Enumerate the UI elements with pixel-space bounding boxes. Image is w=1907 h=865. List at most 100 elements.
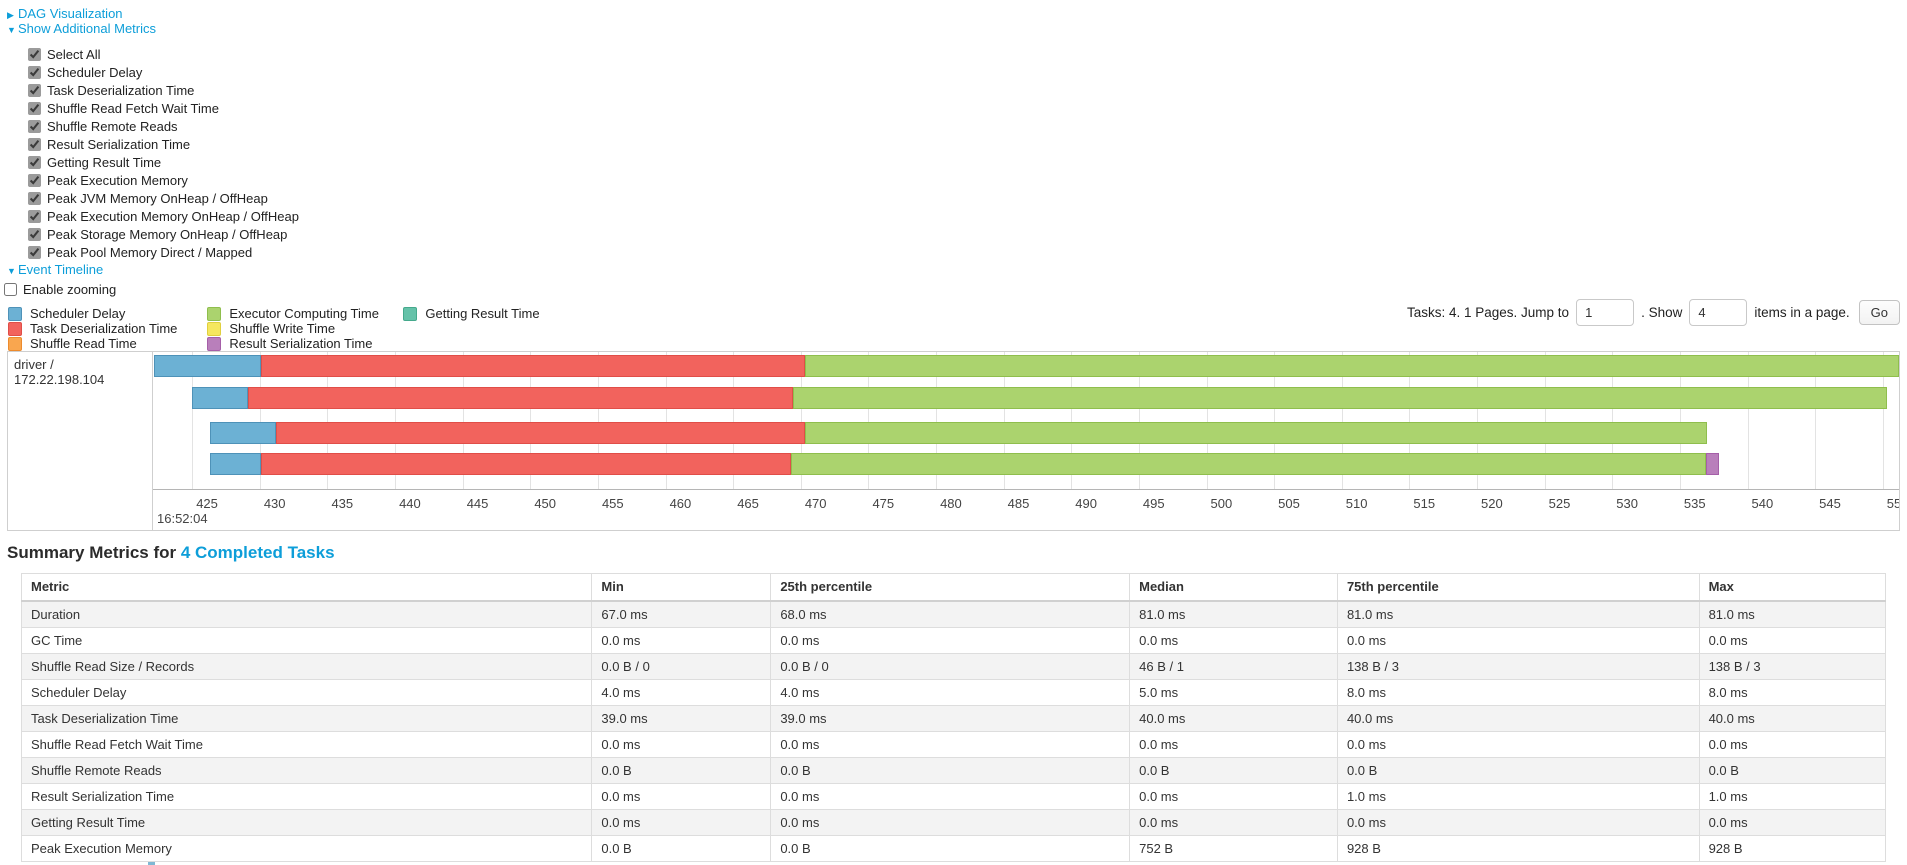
metric-checkbox-label: Shuffle Read Fetch Wait Time [47, 100, 219, 116]
metric-checkbox-row: Select All [28, 45, 299, 63]
timeline-bar-segment-scheduler-delay[interactable] [154, 355, 262, 377]
axis-tick-label: 535 [1683, 496, 1706, 511]
show-additional-metrics-label: Show Additional Metrics [18, 21, 157, 36]
table-row: Peak Execution Memory 0.0 B 0.0 B 752 B 928 … [20, 834, 1887, 862]
axis-tick-label: 480 [940, 496, 962, 511]
pagination-show-text: . Show [1641, 304, 1683, 320]
timeline-gridline [800, 352, 802, 489]
timeline-bar-segment-scheduler-delay[interactable] [209, 422, 277, 444]
metric-value-cell: 68.0 ms [770, 600, 1131, 628]
metric-checkbox-row: Getting Result Time [28, 153, 299, 171]
metric-checkbox-label: Peak Execution Memory [47, 172, 188, 188]
jump-to-page-input[interactable] [1576, 298, 1635, 326]
metric-checkbox-label: Getting Result Time [47, 154, 162, 170]
axis-tick-label: 550 [1886, 496, 1899, 511]
timeline-gridline [327, 352, 329, 489]
enable-zooming-checkbox[interactable] [4, 282, 17, 296]
metric-value-cell: 0.0 ms [591, 782, 772, 810]
metric-value-cell: 0.0 ms [591, 626, 772, 654]
metric-name-cell: Shuffle Remote Reads [20, 756, 593, 784]
table-row: Scheduler Delay 4.0 ms 4.0 ms 5.0 ms 8.0 ms 8… [20, 678, 1887, 706]
metric-value-cell: 40.0 ms [1129, 704, 1338, 732]
metric-checkbox-label: Result Serialization Time [47, 136, 191, 152]
metric-checkbox[interactable] [28, 83, 41, 97]
table-header-row: Metric Min 25th percentile Median 75th perce… [20, 573, 1887, 602]
metric-checkbox-row: Task Deserialization Time [28, 81, 299, 99]
timeline-bar-segment-task-deserialization[interactable] [247, 387, 793, 409]
metric-value-cell: 0.0 ms [770, 808, 1131, 836]
axis-tick-label: 525 [1548, 496, 1571, 511]
timeline-bar-segment-scheduler-delay[interactable] [209, 453, 262, 475]
axis-tick-label: 490 [1075, 496, 1097, 511]
metric-value-cell: 39.0 ms [770, 704, 1131, 732]
metric-value-cell: 928 B [1698, 834, 1887, 862]
timeline-gridline [733, 352, 735, 489]
table-header-cell: Median [1129, 573, 1338, 602]
metric-name-cell: Shuffle Read Size / Records [20, 652, 593, 680]
completed-tasks-link[interactable]: 4 Completed Tasks [180, 543, 335, 562]
metric-value-cell: 0.0 B / 0 [770, 652, 1131, 680]
table-row: Shuffle Remote Reads 0.0 B 0.0 B 0.0 B 0.0 B… [20, 756, 1887, 784]
axis-tick-label: 495 [1142, 496, 1165, 511]
metric-value-cell: 0.0 B [1336, 756, 1700, 784]
timeline-gridline [1679, 352, 1681, 489]
timeline-bar-segment-executor-computing[interactable] [791, 453, 1706, 475]
metric-checkbox[interactable] [28, 47, 41, 61]
timeline-gridline [1815, 352, 1817, 489]
metric-checkbox-label: Peak Execution Memory OnHeap / OffHeap [47, 208, 299, 224]
metric-checkbox-label: Select All [47, 46, 101, 62]
metric-name-cell: Peak Execution Memory [20, 834, 593, 862]
metric-checkbox-label: Task Deserialization Time [47, 82, 195, 98]
items-per-page-input[interactable] [1689, 298, 1748, 326]
metric-checkbox[interactable] [28, 101, 41, 115]
legend-label: Shuffle Write Time [229, 321, 336, 336]
metric-checkbox[interactable] [28, 119, 41, 133]
table-row: Duration 67.0 ms 68.0 ms 81.0 ms 81.0 ms 81.0… [20, 600, 1887, 628]
metric-checkbox[interactable] [28, 245, 41, 259]
timeline-gridline [597, 352, 599, 489]
metric-value-cell: 0.0 B / 0 [591, 652, 772, 680]
go-button[interactable]: Go [1858, 299, 1900, 325]
metric-value-cell: 0.0 ms [1698, 626, 1887, 654]
metric-value-cell: 0.0 ms [1336, 626, 1700, 654]
metric-value-cell: 0.0 ms [1129, 808, 1338, 836]
timeline-gridline [1882, 352, 1884, 489]
metric-checkbox[interactable] [28, 227, 41, 241]
metric-checkbox[interactable] [28, 191, 41, 205]
metric-name-cell: Shuffle Read Fetch Wait Time [20, 730, 593, 758]
legend-swatch-getting-result-icon [403, 306, 418, 321]
table-header-cell: 25th percentile [770, 573, 1131, 602]
timeline-bar-segment-scheduler-delay[interactable] [192, 387, 248, 409]
event-timeline-toggle[interactable]: ▼ Event Timeline [7, 262, 103, 277]
timeline-bar-segment-result-serialization[interactable] [1705, 453, 1720, 475]
timeline-bar-segment-task-deserialization[interactable] [261, 453, 792, 475]
enable-zooming-label: Enable zooming [23, 281, 117, 297]
table-row: Result Serialization Time 0.0 ms 0.0 ms 0.0… [20, 782, 1887, 810]
legend-item: Getting Result Time [403, 306, 588, 321]
metric-value-cell: 0.0 ms [1336, 730, 1700, 758]
metric-checkbox[interactable] [28, 209, 41, 223]
timeline-bar-segment-executor-computing[interactable] [804, 355, 1899, 377]
timeline-axis: 425 430 435 440 445 450 455 460 465 470 475 480 485 4… [153, 489, 1899, 530]
legend-label: Result Serialization Time [229, 336, 373, 351]
timeline-bar-segment-task-deserialization[interactable] [276, 422, 805, 444]
timeline-bar-segment-executor-computing[interactable] [792, 387, 1887, 409]
metric-checkbox[interactable] [28, 173, 41, 187]
metric-value-cell: 0.0 B [1129, 756, 1338, 784]
timeline-bar-segment-task-deserialization[interactable] [261, 355, 805, 377]
metric-value-cell: 40.0 ms [1698, 704, 1887, 732]
axis-tick-label: 545 [1819, 496, 1841, 511]
metric-value-cell: 752 B [1129, 834, 1338, 862]
timeline-bar-segment-executor-computing[interactable] [804, 422, 1707, 444]
table-header-cell: Metric [20, 573, 593, 602]
metric-checkbox[interactable] [28, 65, 41, 79]
metric-checkbox-list: Select All Scheduler Delay Task Deserializ… [28, 45, 299, 261]
show-additional-metrics-toggle[interactable]: ▼ Show Additional Metrics [7, 21, 156, 36]
timeline-gridline [1003, 352, 1005, 489]
timeline-gridline [462, 352, 464, 489]
dag-visualization-toggle[interactable]: ▶ DAG Visualization [7, 6, 123, 21]
axis-tick-label: 450 [534, 496, 557, 511]
metric-checkbox[interactable] [28, 155, 41, 169]
dag-visualization-label: DAG Visualization [18, 6, 123, 21]
metric-checkbox[interactable] [28, 137, 41, 151]
